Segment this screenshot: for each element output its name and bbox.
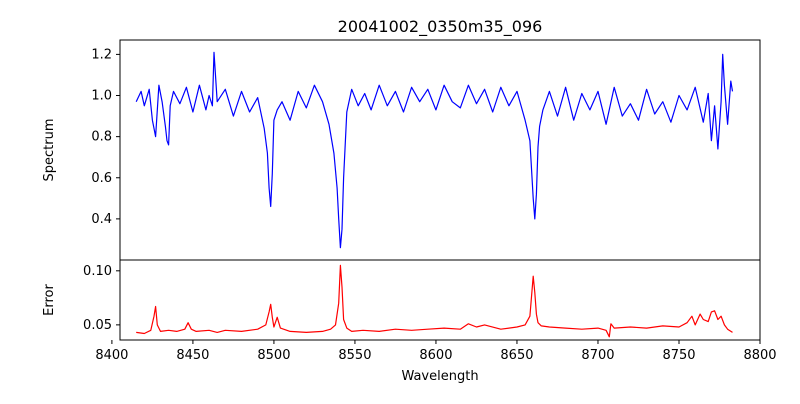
chart-title: 20041002_0350m35_096: [338, 17, 543, 37]
error-panel: 0.05 0.10 Error: [42, 259, 761, 341]
x-axis-ticks: 8400 8450 8500 8550 8600 8650 8700 8750 8800: [95, 340, 777, 363]
spectrum-y-tick-label: 0.6: [91, 171, 112, 186]
spectrum-series-line: [135, 51, 734, 249]
x-tick-label: 8600: [419, 348, 452, 363]
x-tick-label: 8500: [257, 348, 290, 363]
error-y-tick-label: 0.05: [83, 318, 112, 333]
spectrum-y-tick-label: 0.4: [91, 212, 112, 227]
x-tick-label: 8400: [95, 348, 128, 363]
error-series-line: [136, 264, 733, 338]
x-tick-label: 8700: [581, 348, 614, 363]
spectrum-y-ticks: 0.4 0.6 0.8 1.0 1.2: [91, 47, 120, 227]
spectrum-y-tick-label: 1.2: [91, 47, 112, 62]
error-y-axis-label: Error: [42, 284, 57, 316]
spectrum-plot-frame: [119, 39, 761, 261]
error-series-group: [136, 264, 733, 338]
error-plot-frame: [119, 259, 761, 341]
spectrum-y-tick-label: 1.0: [91, 89, 112, 104]
x-tick-label: 8800: [743, 348, 776, 363]
spectrum-panel: 0.4 0.6 0.8 1.0 1.2 Spectrum: [42, 39, 761, 261]
error-y-ticks: 0.05 0.10: [83, 264, 120, 333]
x-tick-label: 8550: [338, 348, 371, 363]
spectrum-y-tick-label: 0.8: [91, 130, 112, 145]
spectrum-y-axis-label: Spectrum: [42, 119, 57, 182]
spectrum-series-group: [135, 51, 734, 249]
x-tick-label: 8450: [176, 348, 209, 363]
x-tick-label: 8650: [500, 348, 533, 363]
x-tick-label: 8750: [662, 348, 695, 363]
x-axis-label: Wavelength: [401, 369, 478, 384]
error-y-tick-label: 0.10: [83, 264, 112, 279]
